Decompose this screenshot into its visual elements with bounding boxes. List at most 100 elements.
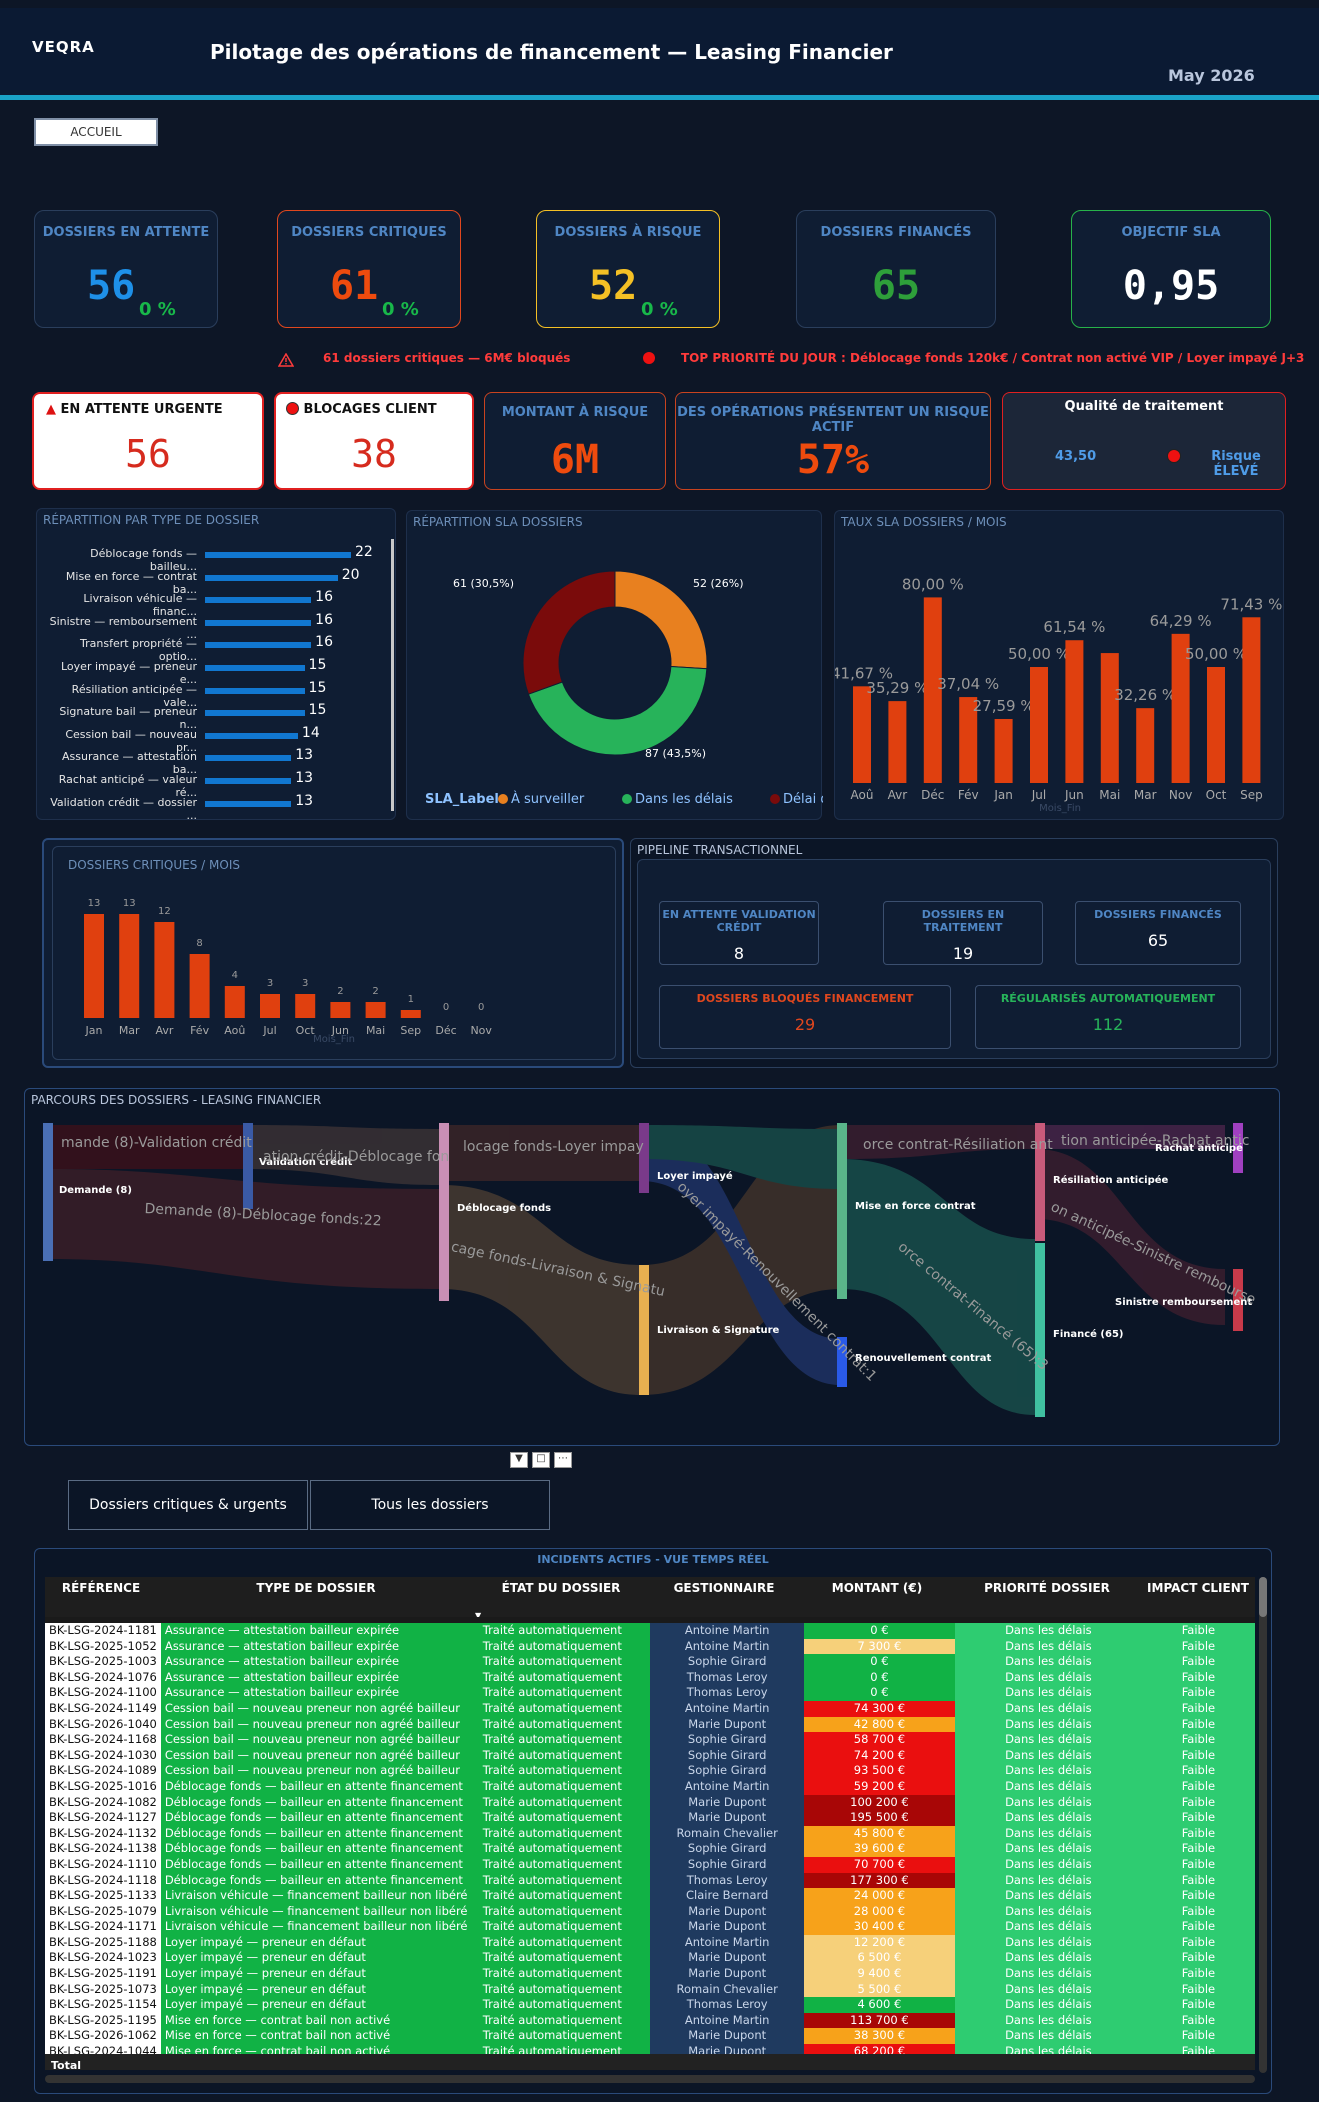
- table-row[interactable]: BK-LSG-2025-1016 Déblocage fonds — baille…: [45, 1779, 1255, 1795]
- table-column-header[interactable]: TYPE DE DOSSIER: [157, 1581, 475, 1595]
- focus-icon[interactable]: □: [532, 1452, 550, 1468]
- cell-manager: Thomas Leroy: [650, 1685, 803, 1701]
- crit-bar-label: 8: [196, 938, 202, 949]
- scrollbar-thumb[interactable]: [1259, 1577, 1267, 1617]
- blocage-card-header: BLOCAGES CLIENT: [286, 402, 437, 417]
- rate-x-tick: Nov: [1169, 788, 1192, 802]
- table-row[interactable]: BK-LSG-2024-1168 Cession bail — nouveau p…: [45, 1732, 1255, 1748]
- table-column-header[interactable]: MONTANT (€): [801, 1581, 953, 1595]
- logo: VEQRA: [32, 38, 95, 56]
- table-column-header[interactable]: IMPACT CLIENT: [1141, 1581, 1255, 1595]
- cell-impact: Faible: [1142, 2013, 1255, 2029]
- cell-reference: BK-LSG-2025-1188: [45, 1935, 161, 1951]
- table-row[interactable]: BK-LSG-2025-1052 Assurance — attestation …: [45, 1639, 1255, 1655]
- cell-amount: 93 500 €: [804, 1763, 955, 1779]
- node-loyer: [639, 1123, 649, 1193]
- table-row[interactable]: BK-LSG-2025-1073 Loyer impayé — preneur e…: [45, 1982, 1255, 1998]
- cell-state: Traité automatiquement: [479, 1654, 651, 1670]
- rate-bar-label: 35,29 %: [866, 679, 928, 697]
- table-row[interactable]: BK-LSG-2026-1062 Mise en force — contrat …: [45, 2028, 1255, 2044]
- table-row[interactable]: BK-LSG-2024-1076 Assurance — attestation …: [45, 1670, 1255, 1686]
- cell-priority: Dans les délais: [955, 1685, 1142, 1701]
- crit-bar: [225, 986, 245, 1018]
- table-row[interactable]: BK-LSG-2025-1133 Livraison véhicule — fin…: [45, 1888, 1255, 1904]
- table-row[interactable]: BK-LSG-2024-1138 Déblocage fonds — baille…: [45, 1841, 1255, 1857]
- filter-icon[interactable]: ▼: [510, 1452, 528, 1468]
- more-options-icon[interactable]: ⋯: [554, 1452, 572, 1468]
- kpi-pct: 0 %: [139, 299, 176, 320]
- type-bar: [205, 620, 311, 626]
- home-button[interactable]: ACCUEIL: [34, 118, 158, 146]
- table-column-header[interactable]: PRIORITÉ DOSSIER: [953, 1581, 1141, 1595]
- cell-impact: Faible: [1142, 1857, 1255, 1873]
- cell-impact: Faible: [1142, 1841, 1255, 1857]
- table-row[interactable]: BK-LSG-2024-1082 Déblocage fonds — baille…: [45, 1795, 1255, 1811]
- crit-bar: [366, 1002, 386, 1018]
- table-row[interactable]: BK-LSG-2025-1079 Livraison véhicule — fin…: [45, 1904, 1255, 1920]
- crit-bar: [401, 1010, 421, 1018]
- table-row[interactable]: BK-LSG-2024-1181 Assurance — attestation …: [45, 1623, 1255, 1639]
- crit-bar-label: 0: [443, 1002, 449, 1013]
- table-column-header[interactable]: ÉTAT DU DOSSIER: [475, 1581, 647, 1595]
- pipeline-panel: PIPELINE TRANSACTIONNEL EN ATTENTE VALID…: [630, 838, 1278, 1068]
- tab-critical[interactable]: Dossiers critiques & urgents: [68, 1480, 308, 1530]
- rate-x-tick: Mar: [1134, 788, 1157, 802]
- table-row[interactable]: BK-LSG-2025-1191 Loyer impayé — preneur e…: [45, 1966, 1255, 1982]
- crit-bar-label: 13: [123, 898, 136, 909]
- scrollbar[interactable]: [391, 539, 394, 811]
- kpi-card-0: DOSSIERS EN ATTENTE 56 0 %: [34, 210, 218, 328]
- rate-bar-label: 64,29 %: [1150, 612, 1212, 630]
- donut-slice[interactable]: [523, 571, 615, 694]
- cell-state: Traité automatiquement: [479, 1888, 651, 1904]
- table-row[interactable]: BK-LSG-2024-1100 Assurance — attestation …: [45, 1685, 1255, 1701]
- table-row[interactable]: BK-LSG-2024-1132 Déblocage fonds — baille…: [45, 1826, 1255, 1842]
- cell-amount: 70 700 €: [804, 1857, 955, 1873]
- cell-priority: Dans les délais: [955, 1810, 1142, 1826]
- risque-card: DES OPÉRATIONS PRÉSENTENT UN RISQUE ACTI…: [675, 392, 991, 490]
- kpi-label: DOSSIERS À RISQUE: [537, 225, 719, 240]
- sankey-flow-label: orce contrat-Résiliation ant: [863, 1137, 1053, 1153]
- cell-type: Déblocage fonds — bailleur en attente fi…: [161, 1795, 479, 1811]
- cell-state: Traité automatiquement: [479, 1795, 651, 1811]
- sankey-node-label: Livraison & Signature: [657, 1325, 779, 1336]
- urgent-card-header: ▲ EN ATTENTE URGENTE: [46, 402, 223, 417]
- table-row[interactable]: BK-LSG-2024-1089 Cession bail — nouveau p…: [45, 1763, 1255, 1779]
- table-row[interactable]: BK-LSG-2024-1023 Loyer impayé — preneur e…: [45, 1950, 1255, 1966]
- table-row[interactable]: BK-LSG-2025-1154 Loyer impayé — preneur e…: [45, 1997, 1255, 2013]
- table-row[interactable]: BK-LSG-2025-1003 Assurance — attestation …: [45, 1654, 1255, 1670]
- table-row[interactable]: BK-LSG-2024-1110 Déblocage fonds — baille…: [45, 1857, 1255, 1873]
- cell-priority: Dans les délais: [955, 1888, 1142, 1904]
- cell-impact: Faible: [1142, 1685, 1255, 1701]
- sankey-flow-label: tion anticipée-Rachat antic: [1061, 1133, 1249, 1149]
- cell-priority: Dans les délais: [955, 1873, 1142, 1889]
- rate-x-axis-label: Mois_Fin: [1039, 803, 1081, 814]
- table-row[interactable]: BK-LSG-2024-1030 Cession bail — nouveau p…: [45, 1748, 1255, 1764]
- cell-amount: 30 400 €: [804, 1919, 955, 1935]
- red-dot-icon: [286, 402, 299, 415]
- table-row[interactable]: BK-LSG-2025-1195 Mise en force — contrat …: [45, 2013, 1255, 2029]
- cell-priority: Dans les délais: [955, 1717, 1142, 1733]
- tab-all[interactable]: Tous les dossiers: [310, 1480, 550, 1530]
- table-column-header[interactable]: RÉFÉRENCE: [45, 1581, 157, 1595]
- kpi-value: 56: [87, 263, 135, 309]
- cell-reference: BK-LSG-2026-1040: [45, 1717, 161, 1733]
- table-row[interactable]: BK-LSG-2024-1149 Cession bail — nouveau p…: [45, 1701, 1255, 1717]
- rate-bar-label: 37,04 %: [937, 675, 999, 693]
- cell-type: Livraison véhicule — financement bailleu…: [161, 1888, 479, 1904]
- vertical-scrollbar[interactable]: [1259, 1577, 1267, 2073]
- crit-x-tick: Nov: [470, 1024, 492, 1037]
- table-row[interactable]: BK-LSG-2026-1040 Cession bail — nouveau p…: [45, 1717, 1255, 1733]
- cell-manager: Marie Dupont: [650, 1919, 803, 1935]
- cell-manager: Thomas Leroy: [650, 1670, 803, 1686]
- cell-amount: 100 200 €: [804, 1795, 955, 1811]
- table-row[interactable]: BK-LSG-2024-1127 Déblocage fonds — baille…: [45, 1810, 1255, 1826]
- donut-label: 87 (43,5%): [645, 747, 706, 760]
- rate-bar: [1207, 667, 1225, 783]
- cell-reference: BK-LSG-2024-1030: [45, 1748, 161, 1764]
- rate-bar-label: 80,00 %: [902, 575, 964, 593]
- table-row[interactable]: BK-LSG-2025-1188 Loyer impayé — preneur e…: [45, 1935, 1255, 1951]
- table-row[interactable]: BK-LSG-2024-1118 Déblocage fonds — baille…: [45, 1873, 1255, 1889]
- horizontal-scrollbar[interactable]: [45, 2075, 1255, 2083]
- table-row[interactable]: BK-LSG-2024-1171 Livraison véhicule — fin…: [45, 1919, 1255, 1935]
- table-column-header[interactable]: GESTIONNAIRE: [647, 1581, 801, 1595]
